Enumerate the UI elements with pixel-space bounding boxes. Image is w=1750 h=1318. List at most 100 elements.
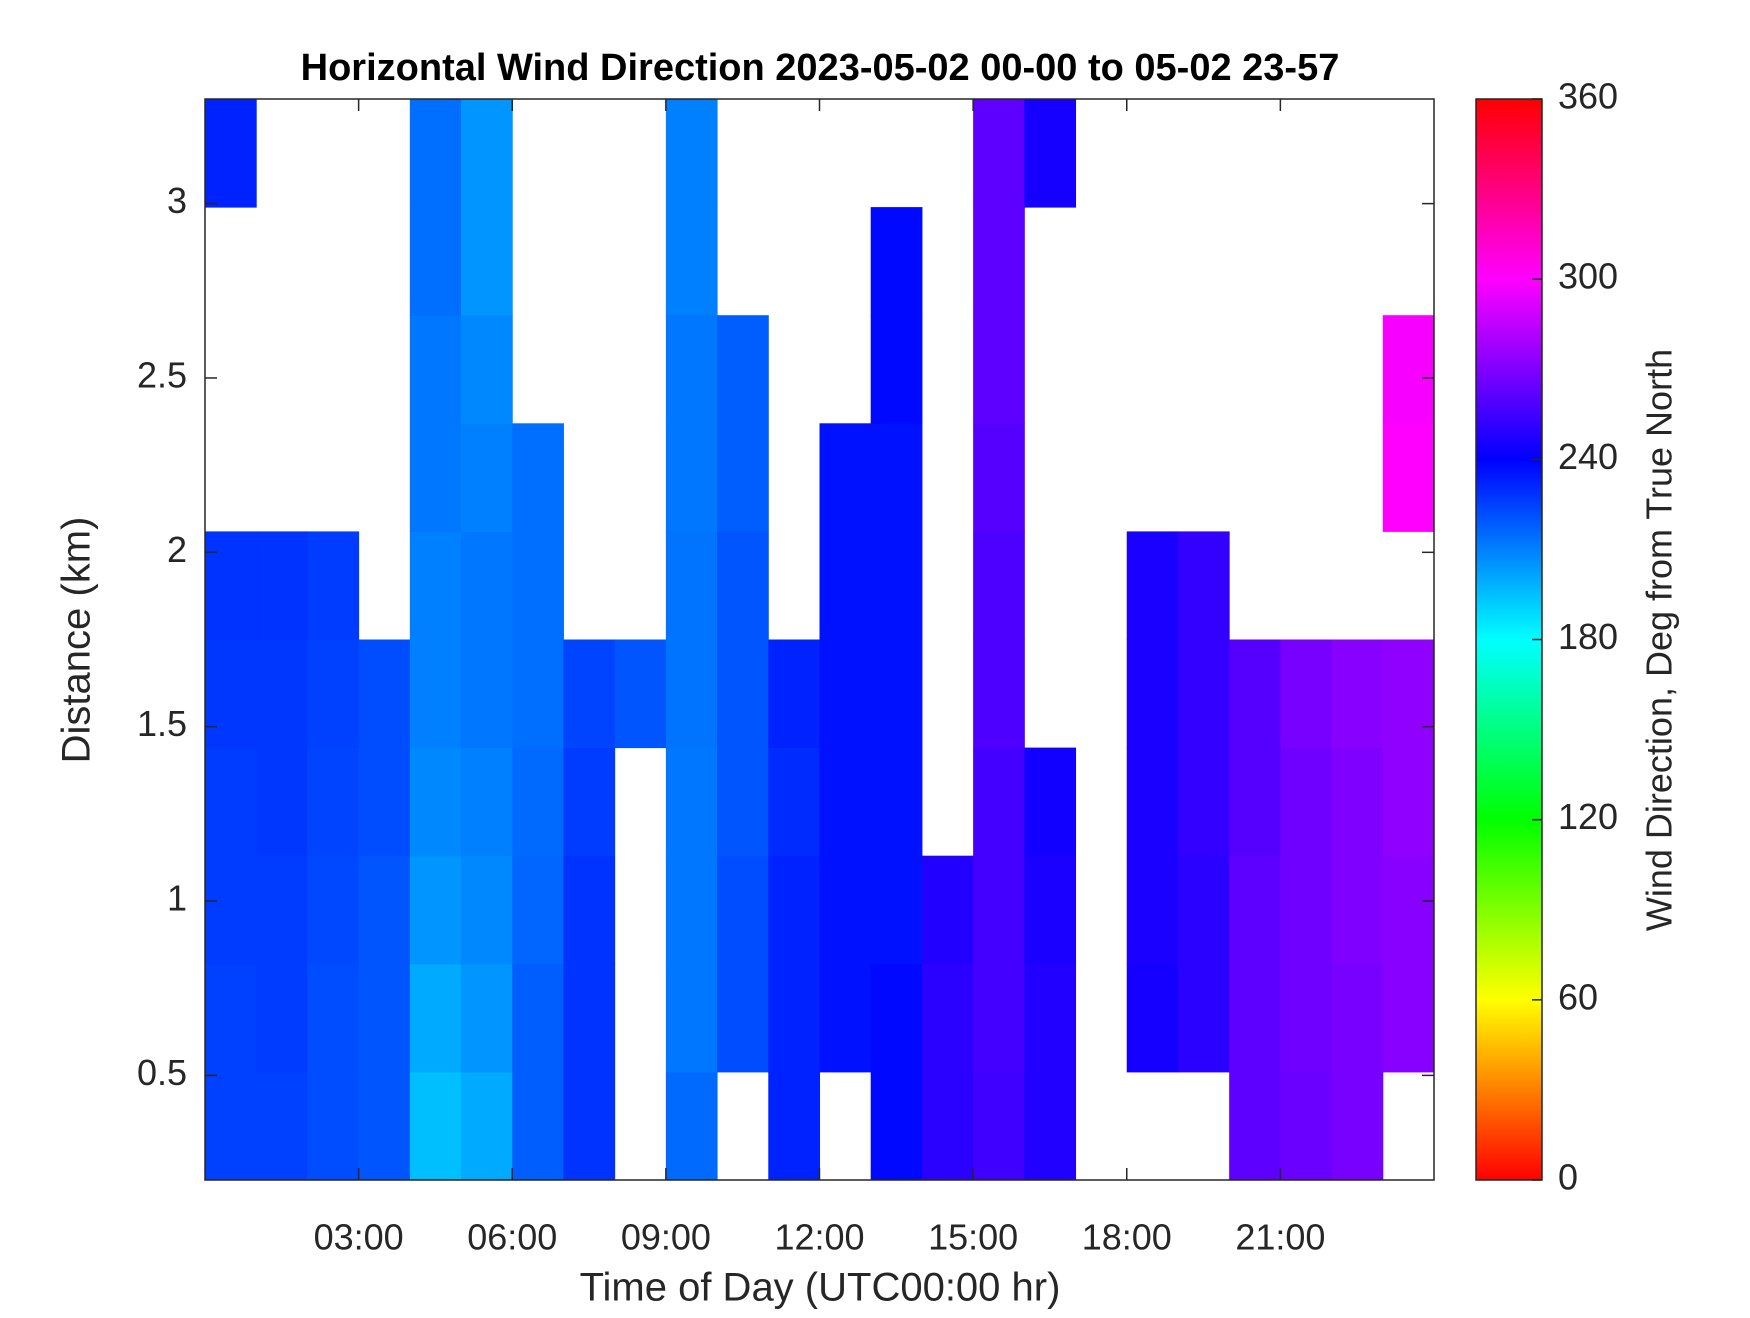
heat-cell bbox=[1126, 855, 1179, 965]
heat-cell bbox=[665, 423, 718, 532]
y-axis-label: Distance (km) bbox=[55, 517, 99, 764]
heat-cell bbox=[1229, 855, 1281, 965]
heat-cell bbox=[461, 207, 513, 316]
heat-cell bbox=[1024, 963, 1077, 1073]
heat-cell bbox=[205, 531, 257, 640]
heat-cell bbox=[1382, 423, 1435, 532]
heat-cell bbox=[768, 1071, 820, 1181]
heat-cell bbox=[870, 207, 923, 316]
heat-cell bbox=[461, 1071, 513, 1181]
heat-cell bbox=[973, 99, 1025, 208]
heat-cell bbox=[307, 855, 360, 965]
heat-cell bbox=[973, 747, 1025, 857]
heat-cell bbox=[461, 747, 513, 857]
heat-cell bbox=[1382, 855, 1435, 965]
heat-cell bbox=[307, 639, 360, 749]
heat-cell bbox=[512, 963, 564, 1073]
heat-cell bbox=[870, 639, 923, 749]
y-tick-label: 0.5 bbox=[137, 1052, 187, 1093]
heat-cell bbox=[256, 963, 308, 1073]
heat-cell bbox=[768, 747, 820, 857]
heat-cell bbox=[358, 1071, 411, 1181]
heat-cell bbox=[409, 315, 462, 424]
heat-cell bbox=[409, 1071, 462, 1181]
heat-cell bbox=[973, 963, 1025, 1073]
x-axis-label: Time of Day (UTC00:00 hr) bbox=[580, 1266, 1061, 1310]
heat-cell bbox=[409, 99, 462, 208]
heat-cell bbox=[409, 423, 462, 532]
x-tick-label: 12:00 bbox=[774, 1217, 864, 1258]
heat-cell bbox=[921, 1071, 974, 1181]
heat-cell bbox=[717, 855, 769, 965]
heat-cell bbox=[717, 963, 769, 1073]
colorbar-tick-label: 360 bbox=[1558, 76, 1618, 117]
heat-cell bbox=[665, 315, 718, 424]
heat-cell bbox=[461, 639, 513, 749]
heat-cell bbox=[973, 531, 1025, 640]
heat-cell bbox=[563, 1071, 616, 1181]
heat-cell bbox=[870, 855, 923, 965]
heat-cell bbox=[1229, 963, 1281, 1073]
heat-cell bbox=[307, 747, 360, 857]
heat-cell bbox=[665, 963, 718, 1073]
heat-cell bbox=[665, 99, 718, 208]
heat-cell bbox=[870, 1071, 923, 1181]
heat-cell bbox=[358, 747, 411, 857]
heat-cell bbox=[512, 1071, 564, 1181]
heat-cell bbox=[205, 639, 257, 749]
heat-cell bbox=[614, 639, 667, 749]
heat-cell bbox=[1177, 531, 1230, 640]
heat-cell bbox=[512, 423, 564, 532]
x-tick-label: 06:00 bbox=[467, 1217, 557, 1258]
x-tick-label: 18:00 bbox=[1082, 1217, 1172, 1258]
heat-cell bbox=[1229, 747, 1281, 857]
heat-cell bbox=[921, 855, 974, 965]
heat-cell bbox=[870, 531, 923, 640]
heat-cell bbox=[256, 747, 308, 857]
heat-cell bbox=[563, 639, 616, 749]
y-tick-label: 2 bbox=[167, 529, 187, 570]
heat-cell bbox=[1024, 1071, 1077, 1181]
heat-cell bbox=[461, 315, 513, 424]
heat-cell bbox=[1229, 1071, 1281, 1181]
heat-cell bbox=[1331, 639, 1384, 749]
x-tick-label: 15:00 bbox=[928, 1217, 1018, 1258]
heat-cell bbox=[1331, 963, 1384, 1073]
heat-cell bbox=[307, 963, 360, 1073]
heat-cell bbox=[973, 639, 1025, 749]
heat-cell bbox=[1280, 855, 1333, 965]
heat-cell bbox=[665, 531, 718, 640]
heat-cell bbox=[205, 99, 257, 208]
heat-cell bbox=[1280, 639, 1333, 749]
heat-cell bbox=[768, 639, 820, 749]
heat-cell bbox=[1177, 747, 1230, 857]
heat-cell bbox=[870, 963, 923, 1073]
heat-cell bbox=[870, 315, 923, 424]
colorbar-tick-label: 240 bbox=[1558, 436, 1618, 477]
heat-cell bbox=[1280, 963, 1333, 1073]
heat-cell bbox=[1024, 855, 1077, 965]
y-tick-label: 2.5 bbox=[137, 354, 187, 395]
heat-cell bbox=[973, 315, 1025, 424]
heat-cell bbox=[665, 639, 718, 749]
heat-cell bbox=[1024, 747, 1077, 857]
heat-cell bbox=[819, 639, 872, 749]
heat-cell bbox=[1382, 747, 1435, 857]
heat-cell bbox=[512, 855, 564, 965]
heat-cell bbox=[819, 963, 872, 1073]
heat-cell bbox=[717, 531, 769, 640]
heat-cell bbox=[256, 1071, 308, 1181]
heat-cell bbox=[1024, 99, 1077, 208]
heat-cell bbox=[461, 963, 513, 1073]
heat-cell bbox=[358, 963, 411, 1073]
heat-cell bbox=[205, 963, 257, 1073]
heat-cell bbox=[973, 207, 1025, 316]
heat-cell bbox=[717, 423, 769, 532]
heat-cell bbox=[921, 963, 974, 1073]
colorbar-label: Wind Direction, Deg from True North bbox=[1639, 349, 1680, 931]
heat-cell bbox=[563, 747, 616, 857]
heat-cell bbox=[307, 1071, 360, 1181]
heat-cell bbox=[307, 531, 360, 640]
heat-cell bbox=[1280, 1071, 1333, 1181]
heat-cell bbox=[819, 531, 872, 640]
